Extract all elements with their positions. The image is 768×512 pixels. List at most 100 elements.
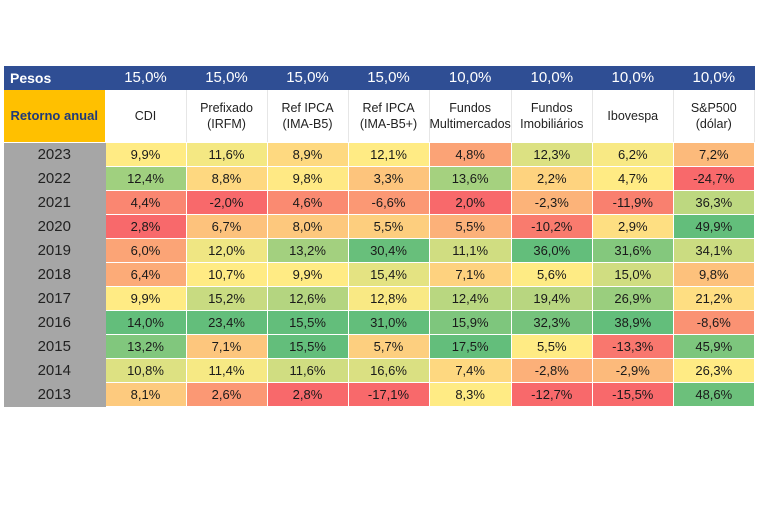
heatmap-cell: 5,6% <box>511 262 593 287</box>
year-label: 2013 <box>4 382 106 407</box>
heatmap-cell: 2,8% <box>267 382 349 407</box>
heatmap-cell: 7,4% <box>429 358 512 383</box>
heatmap-cell: 2,2% <box>511 166 593 191</box>
heatmap-cell: 31,0% <box>348 310 430 335</box>
heatmap-cell: 6,0% <box>105 238 187 263</box>
year-label: 2016 <box>4 310 106 335</box>
heatmap-cell: -6,6% <box>348 190 430 215</box>
column-header-line: Prefixado <box>200 101 253 115</box>
heatmap-cell: 30,4% <box>348 238 430 263</box>
heatmap-cell: 15,0% <box>592 262 674 287</box>
heatmap-cell: -11,9% <box>592 190 674 215</box>
column-header-line: Fundos <box>449 101 491 115</box>
heatmap-cell: 12,3% <box>511 142 593 167</box>
heatmap-cell: 12,6% <box>267 286 349 311</box>
column-header: Ref IPCA (IMA-B5) <box>267 89 349 143</box>
column-header-line: CDI <box>134 109 157 123</box>
heatmap-cell: 11,1% <box>429 238 512 263</box>
column-header-line: Fundos <box>530 101 573 115</box>
heatmap-cell: -17,1% <box>348 382 430 407</box>
heatmap-cell: 2,8% <box>105 214 187 239</box>
heatmap-cell: 7,2% <box>673 142 755 167</box>
heatmap-cell: 9,8% <box>267 166 349 191</box>
table-row: 2018 6,4% 10,7% 9,9% 15,4% 7,1% 5,6% 15,0% 9,8% <box>4 262 755 287</box>
heatmap-cell: -2,8% <box>511 358 593 383</box>
heatmap-cell: 38,9% <box>592 310 674 335</box>
heatmap-cell: 15,5% <box>267 334 349 359</box>
heatmap-cell: 17,5% <box>429 334 512 359</box>
heatmap-cell: 31,6% <box>592 238 674 263</box>
heatmap-cell: 23,4% <box>186 310 268 335</box>
column-header: Ibovespa <box>592 89 674 143</box>
heatmap-cell: 11,6% <box>267 358 349 383</box>
heatmap-cell: 48,6% <box>673 382 755 407</box>
heatmap-cell: 5,7% <box>348 334 430 359</box>
heatmap-cell: 2,0% <box>429 190 512 215</box>
heatmap-cell: 21,2% <box>673 286 755 311</box>
heatmap-cell: 32,3% <box>511 310 593 335</box>
heatmap-cell: 6,4% <box>105 262 187 287</box>
heatmap-cell: 26,3% <box>673 358 755 383</box>
heatmap-cell: -8,6% <box>673 310 755 335</box>
heatmap-cell: 36,0% <box>511 238 593 263</box>
heatmap-cell: -24,7% <box>673 166 755 191</box>
heatmap-cell: 8,0% <box>267 214 349 239</box>
table-row: 2021 4,4% -2,0% 4,6% -6,6% 2,0% -2,3% -11,9% 36,… <box>4 190 755 215</box>
column-header-line: Ibovespa <box>607 109 659 123</box>
heatmap-cell: 2,6% <box>186 382 268 407</box>
heatmap-cell: -15,5% <box>592 382 674 407</box>
heatmap-cell: 9,9% <box>267 262 349 287</box>
heatmap-cell: 36,3% <box>673 190 755 215</box>
heatmap-cell: -2,9% <box>592 358 674 383</box>
heatmap-cell: 8,8% <box>186 166 268 191</box>
heatmap-cell: 13,2% <box>105 334 187 359</box>
heatmap-cell: 9,8% <box>673 262 755 287</box>
table-row: 2017 9,9% 15,2% 12,6% 12,8% 12,4% 19,4% 26,9% 21… <box>4 286 755 311</box>
heatmap-cell: 10,8% <box>105 358 187 383</box>
column-header: Prefixado (IRFM) <box>186 89 268 143</box>
heatmap-cell: 8,3% <box>429 382 512 407</box>
heatmap-cell: 4,7% <box>592 166 674 191</box>
column-header-line: Multimercados <box>429 117 511 131</box>
heatmap-cell: 6,2% <box>592 142 674 167</box>
heatmap-cell: 15,9% <box>429 310 512 335</box>
heatmap-cell: 45,9% <box>673 334 755 359</box>
heatmap-cell: 11,4% <box>186 358 268 383</box>
heatmap-cell: 5,5% <box>429 214 512 239</box>
weight-value: 10,0% <box>673 66 755 90</box>
table-row: 2015 13,2% 7,1% 15,5% 5,7% 17,5% 5,5% -13,3% 45,… <box>4 334 755 359</box>
heatmap-cell: 13,6% <box>429 166 512 191</box>
heatmap-cell: 8,1% <box>105 382 187 407</box>
year-label: 2014 <box>4 358 106 383</box>
heatmap-cell: 15,2% <box>186 286 268 311</box>
heatmap-cell: -10,2% <box>511 214 593 239</box>
heatmap-cell: 26,9% <box>592 286 674 311</box>
table-row: 2013 8,1% 2,6% 2,8% -17,1% 8,3% -12,7% -15,5% 48… <box>4 382 755 407</box>
year-label: 2021 <box>4 190 106 215</box>
heatmap-cell: 9,9% <box>105 142 187 167</box>
year-label: 2015 <box>4 334 106 359</box>
weights-label: Pesos <box>4 66 106 90</box>
column-header: S&P500 (dólar) <box>673 89 755 143</box>
year-label: 2019 <box>4 238 106 263</box>
column-header: Fundos Imobiliários <box>511 89 593 143</box>
weight-value: 10,0% <box>511 66 593 90</box>
column-header-line: (IMA-B5) <box>282 117 333 131</box>
heatmap-cell: 3,3% <box>348 166 430 191</box>
heatmap-cell: 4,8% <box>429 142 512 167</box>
weights-row: Pesos 15,0% 15,0% 15,0% 15,0% 10,0% 10,0% 10,0%… <box>4 66 755 90</box>
heatmap-cell: 5,5% <box>348 214 430 239</box>
weight-value: 10,0% <box>592 66 674 90</box>
table-row: 2020 2,8% 6,7% 8,0% 5,5% 5,5% -10,2% 2,9% 49,9% <box>4 214 755 239</box>
heatmap-cell: -12,7% <box>511 382 593 407</box>
heatmap-cell: 2,9% <box>592 214 674 239</box>
heatmap-cell: 14,0% <box>105 310 187 335</box>
table-row: 2014 10,8% 11,4% 11,6% 16,6% 7,4% -2,8% -2,9% 26… <box>4 358 755 383</box>
year-label: 2017 <box>4 286 106 311</box>
column-header-line: Ref IPCA <box>362 101 415 115</box>
column-header-line: S&P500 <box>690 101 737 115</box>
heatmap-cell: 7,1% <box>186 334 268 359</box>
table-row: 2023 9,9% 11,6% 8,9% 12,1% 4,8% 12,3% 6,2% 7,2% <box>4 142 755 167</box>
heatmap-cell: 12,4% <box>429 286 512 311</box>
heatmap-cell: -13,3% <box>592 334 674 359</box>
